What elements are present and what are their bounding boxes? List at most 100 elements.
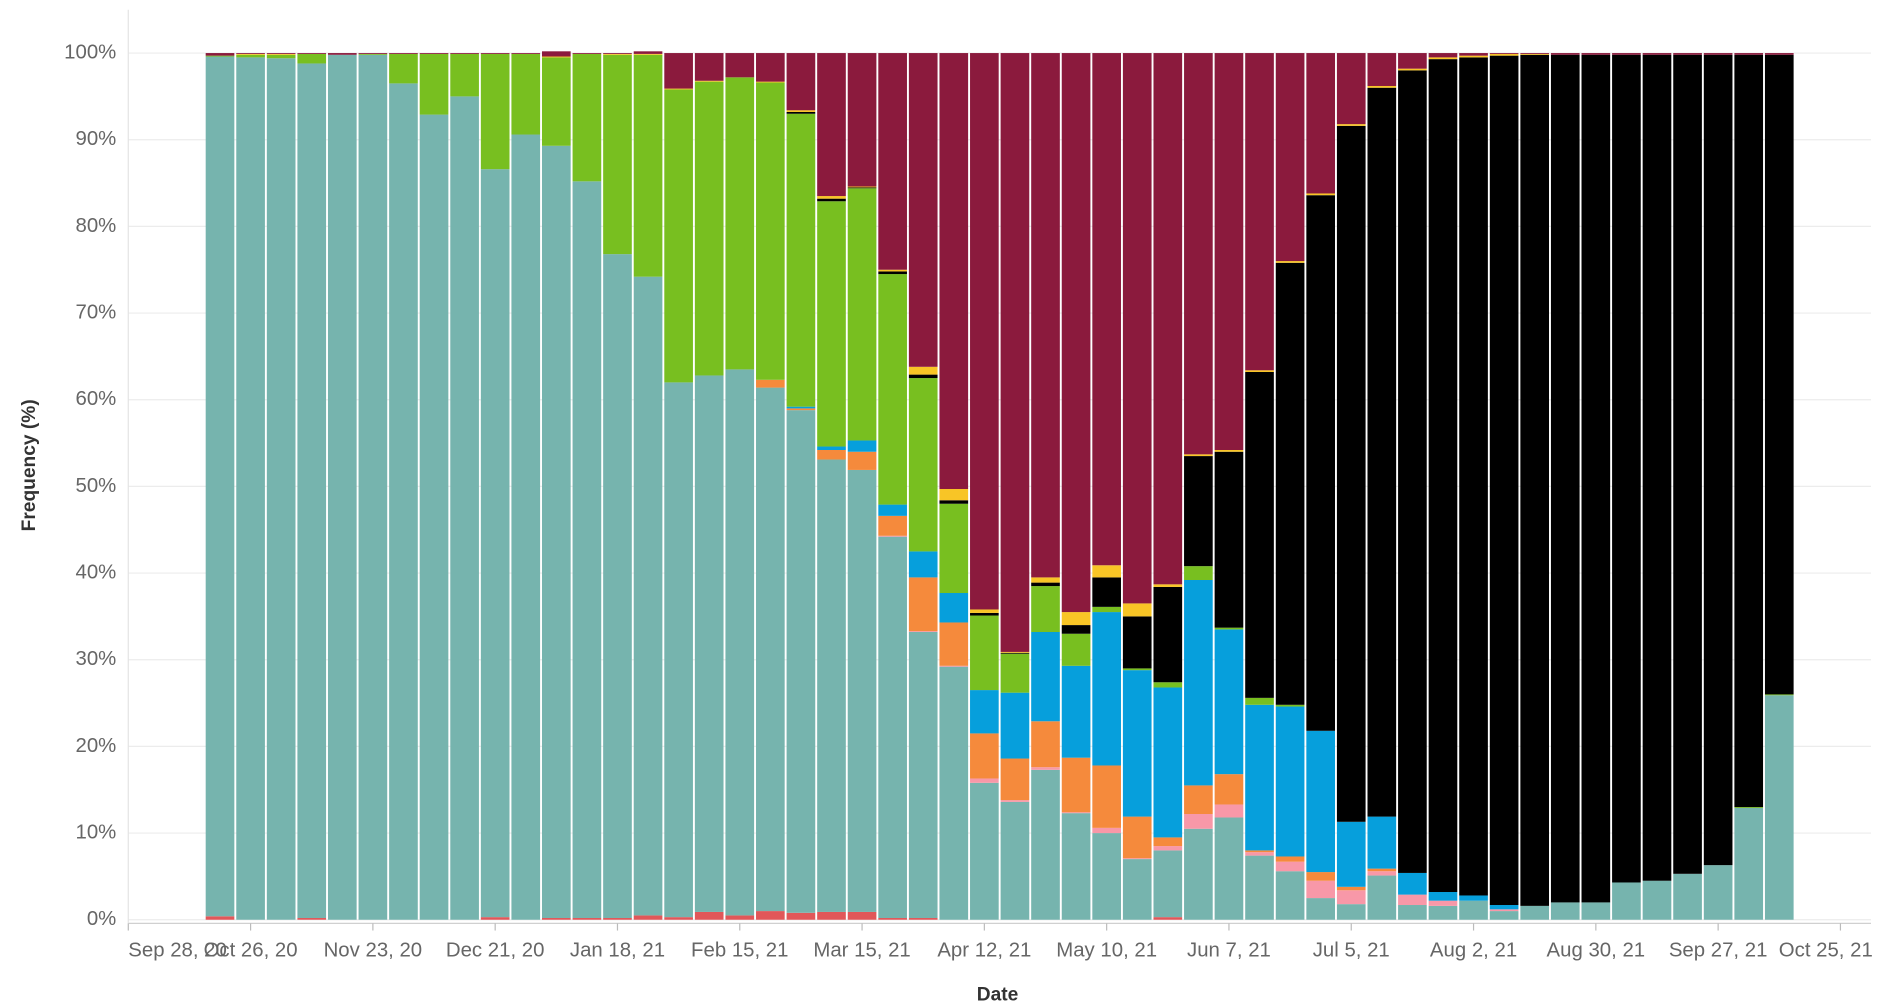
bar-segment [878,53,907,270]
bar-segment [1764,694,1794,696]
bar-segment [694,375,724,912]
x-tick-label: Apr 12, 21 [937,939,1031,961]
bar-segment [756,53,785,82]
bar-segment [1306,730,1336,873]
bar-segment [1612,882,1641,920]
bar-segment [1184,53,1213,455]
y-tick-label: 50% [76,475,117,497]
bar-segment [1428,900,1458,906]
bar-segment [511,53,541,135]
bar-segment [1061,757,1091,813]
bar-segment [511,53,541,54]
bar-segment [1031,582,1060,587]
bar-segment [1306,898,1336,920]
bar-segment [1459,57,1488,896]
bar-segment [1764,695,1794,920]
bar-segment [1031,53,1060,578]
bar-segment [1550,53,1580,55]
bar-segment [1245,852,1274,856]
bar-segment [908,551,938,578]
bar-segment [1428,892,1458,901]
bar-segment [1214,774,1244,805]
bar-segment [1000,800,1030,802]
bar-segment [694,80,724,82]
x-axis-title: Date [977,984,1019,1005]
bar-segment [1275,856,1305,862]
x-tick-label: Oct 25, 21 [1779,939,1873,961]
bar-segment [1275,871,1305,920]
bar-segment [1520,53,1550,55]
bar-segment [664,53,693,89]
bar-segment [450,96,479,920]
bar-segment [817,201,846,447]
bar-segment [1428,53,1458,58]
bar-segment [664,88,693,90]
bar-segment [970,609,999,613]
bar-segment [1398,68,1427,71]
bar-segment [1122,670,1152,817]
bar-segment [756,81,785,83]
bar-segment [786,53,816,111]
bar-segment [1398,894,1427,906]
bar-segment [1398,70,1427,873]
bar-segment [786,912,816,920]
bars [205,51,1794,920]
bar-segment [847,451,877,470]
bar-segment [970,782,999,920]
bar-segment [1092,577,1121,607]
bar-segment [1367,85,1397,88]
bar-segment [1153,586,1183,683]
bar-segment [786,111,816,114]
bar-segment [236,53,265,54]
bar-segment [817,911,846,920]
bar-segment [1000,652,1030,654]
bar-segment [878,515,907,536]
bar-segment [266,53,296,54]
bar-segment [1245,371,1274,698]
bar-segment [1184,814,1213,829]
bar-segment [541,56,571,58]
bar-segment [1031,721,1060,768]
bar-segment [1734,53,1764,55]
bar-segment [1703,53,1733,55]
bar-segment [939,488,969,501]
bar-segment [1245,855,1274,920]
bar-segment [236,54,265,58]
y-tick-label: 80% [76,215,117,237]
y-tick-label: 70% [76,301,117,323]
bar-segment [1764,53,1794,55]
bar-segment [970,690,999,734]
bar-segment [847,469,877,912]
bar-segment [1275,706,1305,857]
bar-segment [1306,872,1336,881]
bar-segment [847,440,877,452]
bar-segment [1367,871,1397,876]
bar-segment [1642,54,1672,881]
bar-segment [603,918,632,920]
bar-segment [1520,905,1550,920]
bar-segment [1459,53,1488,56]
bar-segment [878,274,907,505]
bar-segment [1764,54,1794,695]
bar-segment [939,503,969,594]
bar-segment [358,54,388,920]
bar-segment [1214,629,1244,775]
bar-segment [756,911,785,920]
bar-segment [970,612,999,616]
y-tick-label: 30% [76,648,117,670]
bar-segment [389,53,418,84]
bar-segment [1336,886,1366,891]
bar-segment [847,188,877,441]
bar-segment [297,53,327,54]
bar-segment [266,54,296,59]
bar-segment [1092,612,1121,766]
bar-segment [633,51,663,54]
bar-segment [1245,370,1274,372]
y-axis-title: Frequency (%) [19,399,40,531]
bar-segment [970,778,999,783]
bar-segment [541,145,571,919]
bar-segment [1000,651,1030,653]
bar-segment [1061,812,1091,814]
bar-segment [786,113,816,407]
